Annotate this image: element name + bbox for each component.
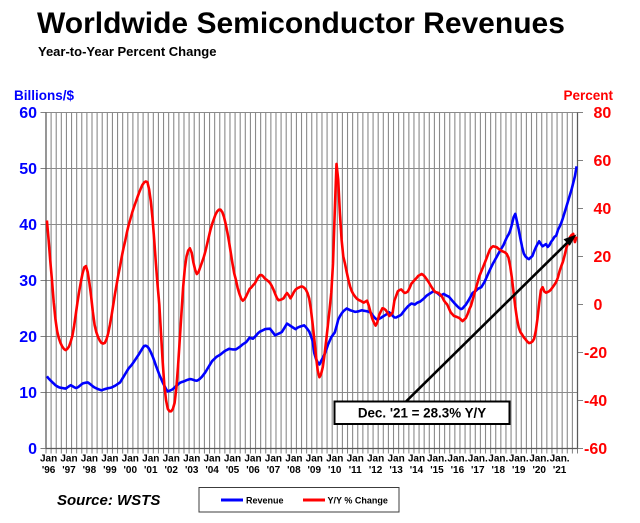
svg-text:'99: '99: [103, 465, 117, 476]
svg-text:80: 80: [594, 105, 612, 122]
svg-text:60: 60: [594, 153, 612, 170]
svg-text:Jan: Jan: [142, 454, 159, 465]
svg-text:Jan: Jan: [387, 454, 404, 465]
svg-text:'96: '96: [42, 465, 56, 476]
svg-text:40: 40: [19, 217, 37, 234]
svg-text:Jan: Jan: [285, 454, 302, 465]
svg-text:Jan: Jan: [81, 454, 98, 465]
svg-text:Jan.: Jan.: [468, 454, 488, 465]
svg-text:Jan: Jan: [265, 454, 282, 465]
svg-text:'13: '13: [389, 465, 403, 476]
svg-text:Jan: Jan: [326, 454, 343, 465]
svg-text:Year-to-Year Percent Change: Year-to-Year Percent Change: [38, 44, 216, 59]
svg-text:Jan.: Jan.: [447, 454, 467, 465]
svg-text:10: 10: [19, 385, 37, 402]
svg-text:20: 20: [19, 329, 37, 346]
svg-text:Source: WSTS: Source: WSTS: [57, 492, 160, 509]
svg-text:'97: '97: [62, 465, 76, 476]
svg-text:60: 60: [19, 105, 37, 122]
svg-text:30: 30: [19, 273, 37, 290]
svg-text:Jan.: Jan.: [529, 454, 549, 465]
svg-text:'04: '04: [205, 465, 219, 476]
svg-text:-60: -60: [584, 441, 607, 458]
svg-text:'02: '02: [164, 465, 178, 476]
svg-text:'08: '08: [287, 465, 301, 476]
svg-text:'00: '00: [124, 465, 138, 476]
svg-text:Jan: Jan: [408, 454, 425, 465]
svg-text:-40: -40: [584, 393, 607, 410]
svg-text:Jan: Jan: [60, 454, 77, 465]
svg-text:40: 40: [594, 201, 612, 218]
svg-text:'06: '06: [246, 465, 260, 476]
svg-text:Jan.: Jan.: [509, 454, 529, 465]
svg-text:'19: '19: [512, 465, 526, 476]
svg-text:'18: '18: [492, 465, 506, 476]
svg-text:'03: '03: [185, 465, 199, 476]
svg-text:0: 0: [28, 441, 37, 458]
svg-text:Jan: Jan: [367, 454, 384, 465]
svg-text:'05: '05: [226, 465, 240, 476]
svg-text:Jan: Jan: [244, 454, 261, 465]
svg-text:Jan: Jan: [203, 454, 220, 465]
svg-text:Jan: Jan: [224, 454, 241, 465]
svg-text:Y/Y % Change: Y/Y % Change: [328, 496, 388, 506]
svg-text:'17: '17: [471, 465, 485, 476]
svg-text:Percent: Percent: [563, 88, 613, 103]
svg-text:'16: '16: [451, 465, 465, 476]
svg-text:'09: '09: [308, 465, 322, 476]
svg-text:'11: '11: [349, 465, 362, 476]
svg-text:'21: '21: [553, 465, 567, 476]
svg-text:Jan: Jan: [306, 454, 323, 465]
svg-text:Jan.: Jan.: [427, 454, 447, 465]
svg-text:Worldwide Semiconductor Revenu: Worldwide Semiconductor Revenues: [37, 7, 565, 40]
svg-text:Dec. '21 = 28.3% Y/Y: Dec. '21 = 28.3% Y/Y: [358, 406, 486, 421]
svg-text:Jan: Jan: [183, 454, 200, 465]
svg-text:-20: -20: [584, 345, 607, 362]
svg-text:50: 50: [19, 161, 37, 178]
svg-text:Jan: Jan: [122, 454, 139, 465]
svg-text:Jan: Jan: [163, 454, 180, 465]
svg-text:Jan: Jan: [40, 454, 57, 465]
svg-text:'98: '98: [83, 465, 97, 476]
svg-text:'20: '20: [532, 465, 546, 476]
svg-text:Revenue: Revenue: [246, 496, 284, 506]
svg-text:'10: '10: [328, 465, 342, 476]
svg-text:'15: '15: [430, 465, 444, 476]
svg-text:0: 0: [594, 297, 603, 314]
svg-text:Jan: Jan: [347, 454, 364, 465]
svg-text:'01: '01: [144, 465, 158, 476]
svg-text:'07: '07: [267, 465, 281, 476]
svg-text:'12: '12: [369, 465, 383, 476]
svg-text:Billions/$: Billions/$: [14, 88, 75, 103]
svg-text:Jan: Jan: [101, 454, 118, 465]
svg-text:20: 20: [594, 249, 612, 266]
svg-text:Jan.: Jan.: [550, 454, 570, 465]
svg-text:Jan.: Jan.: [488, 454, 508, 465]
svg-text:'14: '14: [410, 465, 424, 476]
